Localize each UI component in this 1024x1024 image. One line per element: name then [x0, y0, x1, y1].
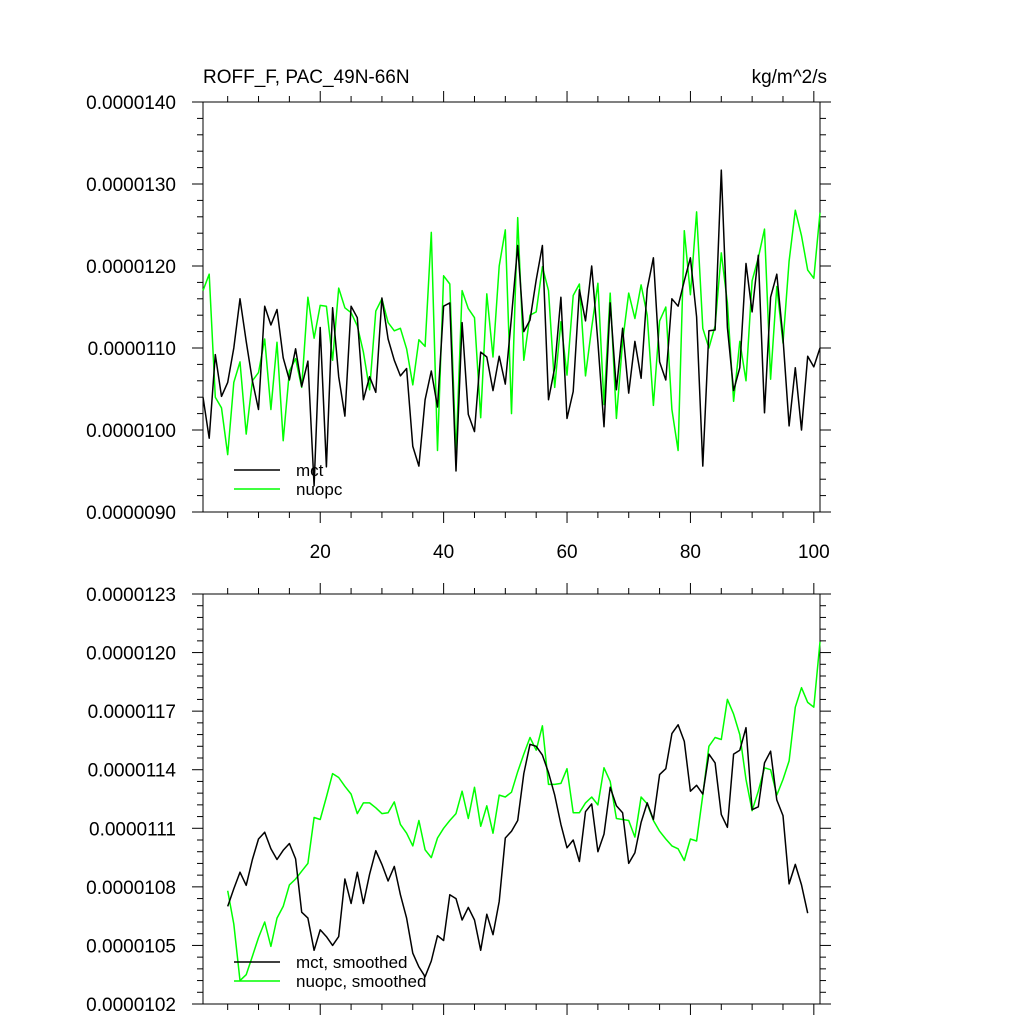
top-chart-panel: 20 40 60 80 100 0.0000090 0.0000100 0.0000110 0.…	[86, 91, 831, 563]
series-line-mct	[202, 169, 821, 487]
y-tick-label: 0.0000117	[88, 702, 176, 723]
y-tick-label: 0.0000108	[86, 878, 176, 899]
chart-title: ROFF_F, PAC_49N-66N	[203, 67, 410, 88]
y-tick-label: 0.0000130	[86, 175, 176, 196]
y-tick-label: 0.0000140	[86, 93, 176, 114]
x-tick-label: 60	[556, 542, 577, 563]
y-tick-label: 0.0000120	[86, 644, 176, 665]
y-tick-label: 0.0000090	[86, 503, 176, 524]
series-line-nuopc	[202, 209, 821, 456]
y-tick-label: 0.0000111	[89, 819, 176, 840]
bottom-chart-panel: 0.0000102 0.0000105 0.0000108 0.0000111 0.00…	[86, 583, 831, 1016]
x-tick-label: 20	[310, 542, 331, 563]
y-tick-label: 0.0000123	[86, 585, 176, 606]
x-tick-label: 80	[680, 542, 701, 563]
series-line-mct-smoothed	[226, 724, 809, 978]
y-tick-label: 0.0000110	[88, 339, 176, 360]
x-tick-label: 100	[798, 542, 830, 563]
plot-frame	[202, 593, 821, 1005]
y-tick-label: 0.0000120	[86, 257, 176, 278]
series-line-nuopc-smoothed	[226, 641, 821, 982]
legend-label: mct, smoothed	[296, 953, 408, 972]
units-label: kg/m^2/s	[752, 67, 827, 88]
legend-label: nuopc	[296, 480, 343, 499]
x-tick-label: 40	[433, 542, 454, 563]
y-tick-label: 0.0000102	[86, 995, 176, 1016]
plot-frame	[202, 101, 821, 513]
y-tick-label: 0.0000105	[86, 936, 176, 957]
legend-label: nuopc, smoothed	[296, 972, 426, 991]
y-tick-label: 0.0000114	[88, 761, 177, 782]
legend-label: mct	[296, 461, 324, 480]
y-tick-label: 0.0000100	[86, 421, 176, 442]
